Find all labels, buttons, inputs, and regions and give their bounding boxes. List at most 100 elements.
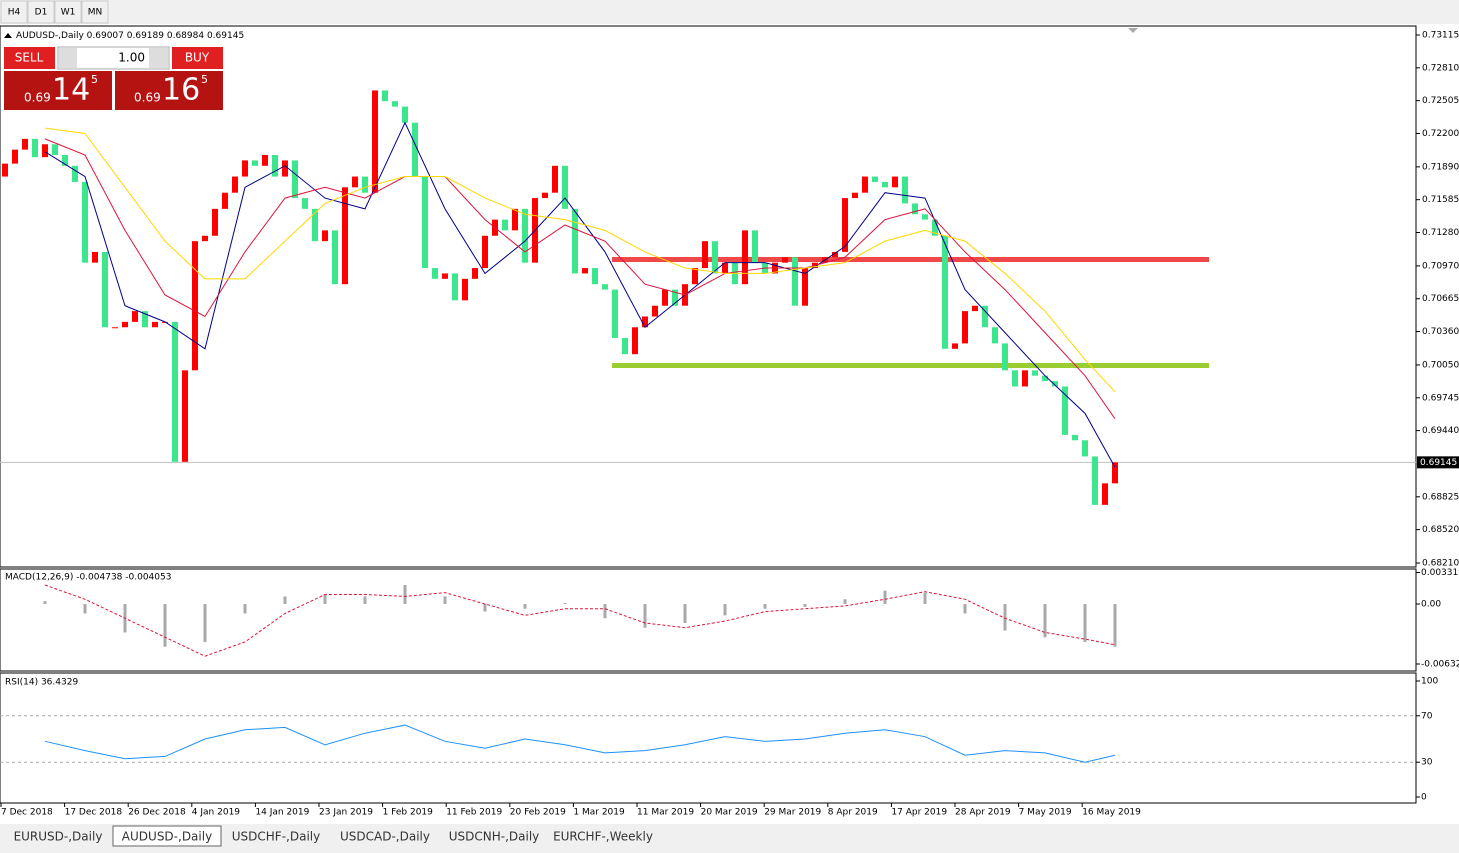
date-label: 20 Mar 2019 <box>701 808 758 818</box>
timeframe-label: MN <box>88 8 103 18</box>
candle-body <box>1042 375 1048 382</box>
price-tick-label: 0.72810 <box>1422 63 1459 73</box>
symbol-tab-label: EURUSD-,Daily <box>14 830 103 844</box>
candle-body <box>1092 456 1098 505</box>
current-price-box <box>1417 456 1459 469</box>
price-tick-label: 0.69745 <box>1422 393 1459 403</box>
candle-body <box>2 163 8 177</box>
candle-body <box>152 321 158 328</box>
timeframe-button[interactable] <box>81 0 109 24</box>
candle-body <box>1022 370 1028 387</box>
candle-body <box>942 235 948 349</box>
candle-body <box>802 268 808 306</box>
rsi-tick-label: 0 <box>1421 793 1427 803</box>
candle-body <box>432 268 438 279</box>
macd-signal <box>44 584 1116 657</box>
macd-tick-label: -0.006325 <box>1421 660 1459 670</box>
price-tick-label: 0.69440 <box>1422 426 1459 436</box>
timeframe-label: D1 <box>35 8 48 18</box>
buy-price-box[interactable] <box>115 71 223 110</box>
candle-body <box>242 160 248 177</box>
candle-body <box>112 327 118 329</box>
candle-body <box>992 327 998 344</box>
symbol-tab[interactable] <box>112 825 222 847</box>
candle-body <box>52 144 58 156</box>
candle-body <box>22 138 28 150</box>
candle-body <box>922 214 928 220</box>
price-tick-label: 0.71280 <box>1422 228 1459 238</box>
date-label: 17 Apr 2019 <box>891 808 947 818</box>
sell-button[interactable] <box>4 47 55 69</box>
candle-body <box>362 176 368 193</box>
candle-body <box>902 176 908 204</box>
candle-body <box>662 289 668 306</box>
date-label: 1 Feb 2019 <box>383 808 434 818</box>
moving-average <box>44 127 1116 393</box>
candle-body <box>292 160 298 199</box>
rsi-tick-label: 70 <box>1421 711 1433 721</box>
candle-body <box>272 155 278 177</box>
price-pane <box>0 25 1417 568</box>
price-tick-label: 0.71890 <box>1422 162 1459 172</box>
sell-price-box[interactable] <box>4 71 112 110</box>
candle-body <box>1062 386 1068 435</box>
date-label: 26 Dec 2018 <box>128 808 186 818</box>
timeframe-button[interactable] <box>27 0 55 24</box>
candle-body <box>572 208 578 274</box>
current-price-label: 0.69145 <box>1420 458 1457 468</box>
volume-input[interactable] <box>57 46 170 70</box>
date-label: 20 Feb 2019 <box>510 808 566 818</box>
candle-body <box>562 165 568 209</box>
price-tick-label: 0.68520 <box>1422 525 1459 535</box>
symbol-tab[interactable] <box>440 826 548 846</box>
candle-body <box>872 176 878 182</box>
candle-body <box>832 251 838 258</box>
candle-body <box>352 176 358 188</box>
buy-price-small: 5 <box>201 73 208 86</box>
candle-body <box>252 160 258 166</box>
candle-body <box>182 370 188 462</box>
date-label: 8 Apr 2019 <box>828 808 878 818</box>
volume-down[interactable] <box>59 48 77 68</box>
sell-price-small: 5 <box>91 73 98 86</box>
candle-body <box>982 305 988 328</box>
timeframe-button[interactable] <box>54 0 82 24</box>
candle-body <box>932 219 938 236</box>
symbol-tab[interactable] <box>4 826 112 846</box>
candle-body <box>142 311 148 328</box>
symbol-tab[interactable] <box>222 826 330 846</box>
candle-body <box>442 273 448 279</box>
candle-body <box>92 251 98 263</box>
candle-body <box>552 165 558 193</box>
macd-tick-label: 0.00 <box>1421 600 1441 610</box>
candle-body <box>502 219 508 231</box>
candle-body <box>862 176 868 193</box>
candle-body <box>782 257 788 263</box>
sell-price-big: 14 <box>52 73 90 108</box>
candle-body <box>652 305 658 317</box>
candle-body <box>852 192 858 199</box>
buy-button[interactable] <box>172 47 223 69</box>
price-tick-label: 0.68825 <box>1422 492 1459 502</box>
candle-body <box>82 181 88 263</box>
rsi-pane <box>0 672 1417 804</box>
symbol-tab[interactable] <box>549 826 657 846</box>
candle-body <box>882 181 888 188</box>
candle-body <box>192 241 198 371</box>
candle-body <box>392 101 398 107</box>
candle-body <box>792 257 798 306</box>
buy-price-prefix: 0.69 <box>134 91 161 105</box>
rsi-line <box>44 724 1116 763</box>
candle-body <box>42 144 48 158</box>
candle-body <box>1102 483 1108 505</box>
buy-label: BUY <box>185 51 210 65</box>
candle-body <box>302 198 308 209</box>
buy-price-big: 16 <box>162 73 200 108</box>
volume-up[interactable] <box>149 48 168 68</box>
symbol-tab[interactable] <box>331 826 439 846</box>
candle-body <box>962 311 968 344</box>
candle-body <box>582 268 588 274</box>
timeframe-button[interactable] <box>0 0 28 24</box>
price-tick-label: 0.68210 <box>1422 559 1459 569</box>
symbol-tab-label: USDCAD-,Daily <box>340 830 430 844</box>
